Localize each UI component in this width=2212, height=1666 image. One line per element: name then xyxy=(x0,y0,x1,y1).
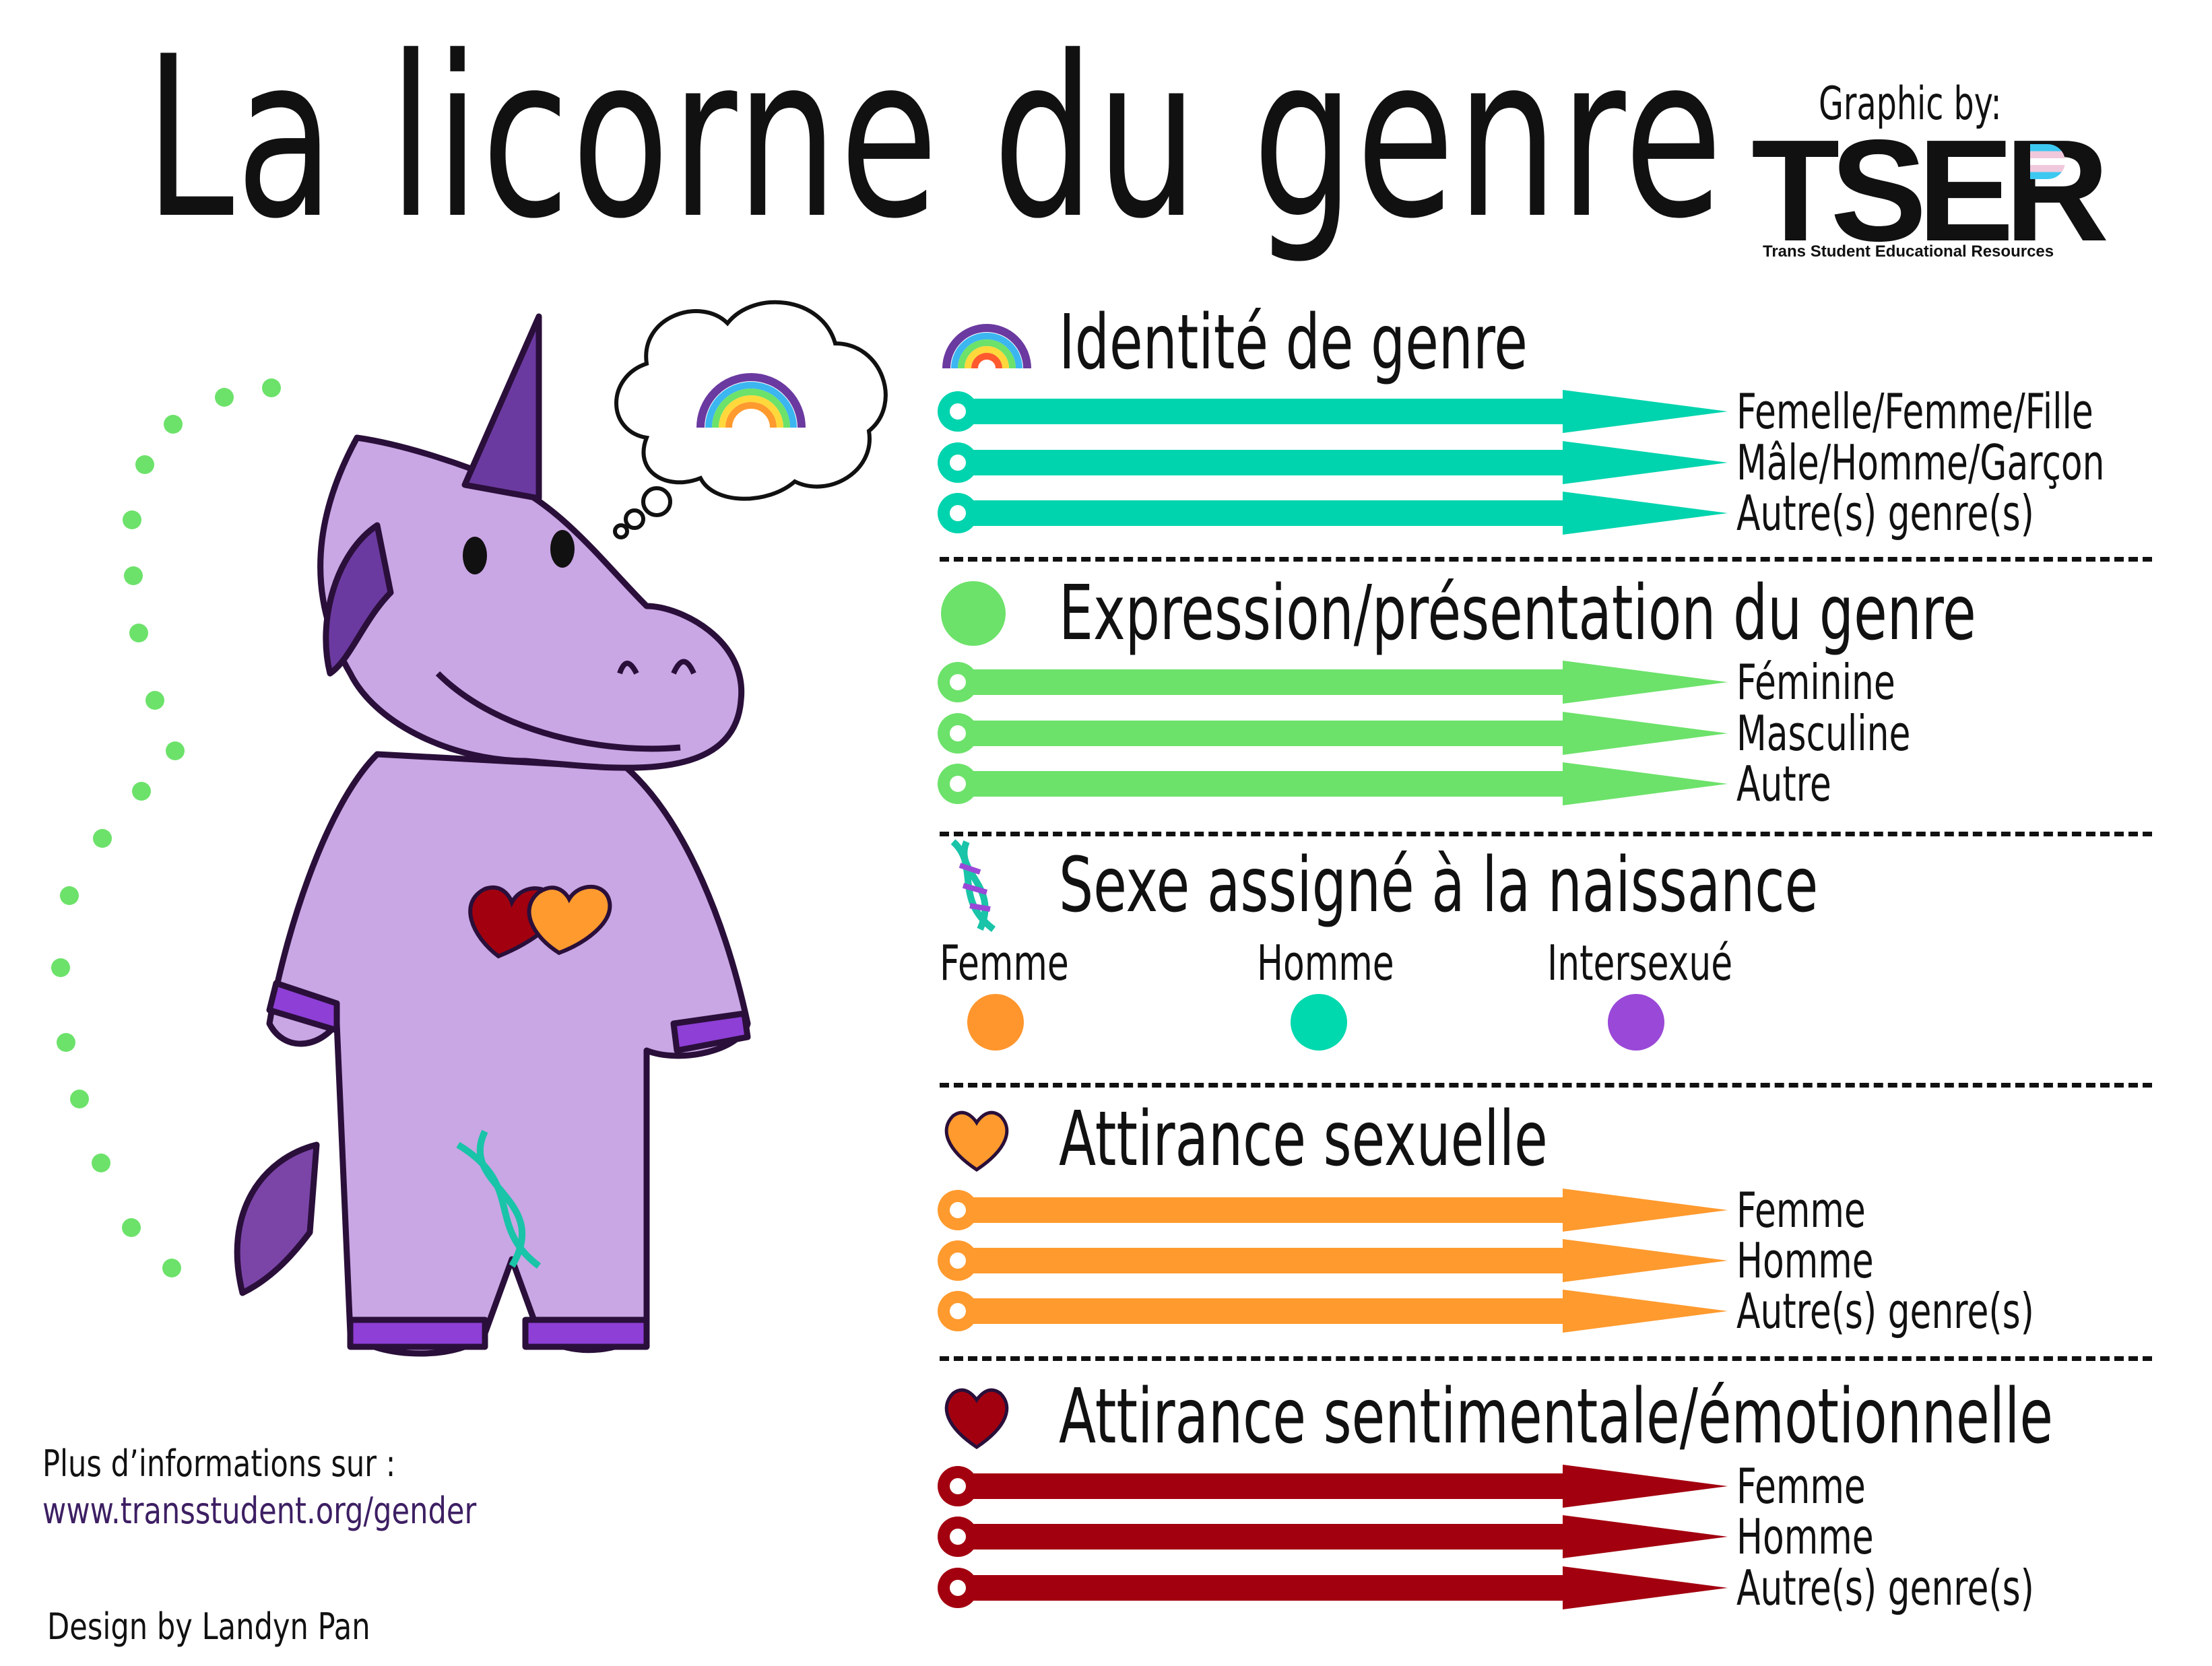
option-label: Homme xyxy=(1736,1232,1874,1289)
arrow-graphic xyxy=(938,661,1728,704)
green-circle-icon xyxy=(940,580,1007,650)
sex-option-label: Intersexué xyxy=(1547,935,1733,991)
arrow-graphic xyxy=(938,712,1728,755)
arrow-graphic xyxy=(938,1239,1728,1282)
option-label: Autre(s) genre(s) xyxy=(1736,1283,2034,1339)
option-label: Femme xyxy=(1736,1182,1866,1238)
section-divider xyxy=(940,832,2152,836)
arrow-graphic xyxy=(938,492,1728,535)
option-label: Autre xyxy=(1736,756,1831,812)
sex-option-dot[interactable] xyxy=(1608,994,1664,1051)
arrow-graphic xyxy=(938,1515,1728,1558)
option-label: Masculine xyxy=(1736,705,1911,762)
spectrum-arrow[interactable] xyxy=(933,706,1728,760)
dna-icon xyxy=(940,838,1007,935)
arrow-graphic xyxy=(938,1566,1728,1609)
section-title: Attirance sexuelle xyxy=(1059,1096,1548,1183)
red-heart-icon xyxy=(940,1383,1014,1453)
spectrum-arrow[interactable] xyxy=(933,1459,1728,1513)
option-label: Féminine xyxy=(1736,654,1895,710)
rainbow-icon xyxy=(940,316,1034,372)
spectrum-arrow[interactable] xyxy=(933,436,1728,490)
sex-option-label: Homme xyxy=(1257,935,1394,991)
section-title: Sexe assigné à la naissance xyxy=(1059,842,1819,929)
arrow-graphic xyxy=(938,762,1728,805)
dna-on-unicorn xyxy=(456,1129,542,1269)
spectrum-arrow[interactable] xyxy=(933,1284,1728,1338)
orange-heart-icon xyxy=(940,1106,1014,1176)
tser-subtitle: Trans Student Educational Resources xyxy=(1763,242,2054,261)
more-info-link[interactable]: www.transstudent.org/gender xyxy=(42,1490,477,1532)
option-label: Autre(s) genre(s) xyxy=(1736,1560,2034,1616)
arrow-graphic xyxy=(938,441,1728,484)
section-title: Attirance sentimentale/émotionnelle xyxy=(1059,1373,2054,1461)
hearts-on-unicorn xyxy=(468,884,612,959)
option-label: Mâle/Homme/Garçon xyxy=(1736,434,2105,491)
spectrum-arrow[interactable] xyxy=(933,385,1728,438)
option-label: Homme xyxy=(1736,1508,1874,1565)
section-divider xyxy=(940,557,2152,562)
section-divider xyxy=(940,1083,2152,1088)
tser-logo: TSER xyxy=(1751,109,2109,271)
arrow-graphic xyxy=(938,1465,1728,1508)
graphic-by-label: Graphic by: xyxy=(1819,77,2002,131)
more-info-label: Plus d’informations sur : xyxy=(42,1442,396,1485)
sex-option-dot[interactable] xyxy=(1291,994,1347,1051)
option-label: Femelle/Femme/Fille xyxy=(1736,383,2093,440)
spectrum-arrow[interactable] xyxy=(933,1234,1728,1288)
option-label: Femme xyxy=(1736,1458,1866,1514)
arrow-graphic xyxy=(938,390,1728,433)
spectrum-arrow[interactable] xyxy=(933,655,1728,709)
dotted-arc xyxy=(51,378,281,1277)
design-credit: Design by Landyn Pan xyxy=(47,1605,370,1648)
spectrum-arrow[interactable] xyxy=(933,1510,1728,1564)
spectrum-arrow[interactable] xyxy=(933,1561,1728,1615)
page-title: La licorne du genre xyxy=(145,9,1725,267)
option-label: Autre(s) genre(s) xyxy=(1736,485,2034,541)
sex-option-dot[interactable] xyxy=(967,994,1024,1051)
section-title: Identité de genre xyxy=(1059,299,1528,387)
spectrum-arrow[interactable] xyxy=(933,1183,1728,1237)
trans-flag-stripes xyxy=(2030,144,2066,179)
section-title: Expression/présentation du genre xyxy=(1059,570,1976,657)
sex-option-label: Femme xyxy=(940,935,1069,991)
arrow-graphic xyxy=(938,1290,1728,1333)
thought-bubble xyxy=(613,300,888,539)
arrow-graphic xyxy=(938,1189,1728,1232)
spectrum-arrow[interactable] xyxy=(933,757,1728,811)
spectrum-arrow[interactable] xyxy=(933,486,1728,540)
section-divider xyxy=(940,1356,2152,1361)
unicorn-illustration xyxy=(51,300,888,1357)
